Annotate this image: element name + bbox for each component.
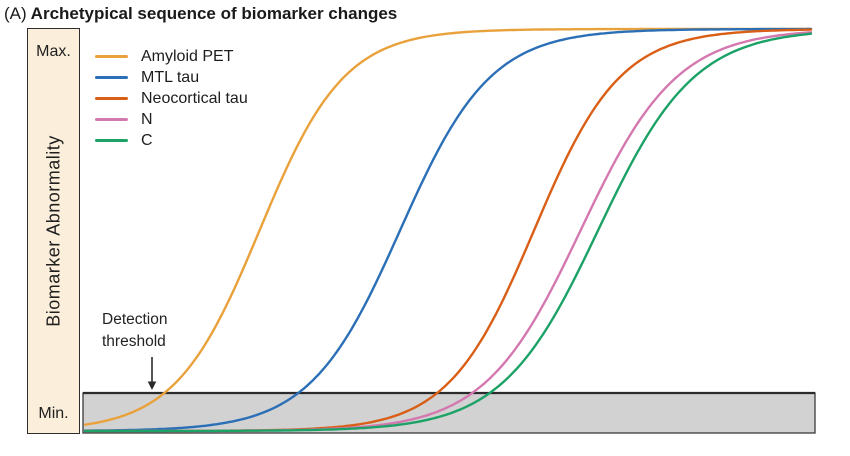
curve-c (83, 32, 813, 433)
detection-threshold-annotation: Detection threshold (102, 309, 167, 353)
y-axis-min-label: Min. (38, 405, 69, 422)
curve-mtl-tau (83, 27, 813, 432)
legend-label-mtl-tau: MTL tau (141, 69, 200, 86)
arrow-head (147, 381, 157, 390)
threshold-arrow (147, 357, 157, 390)
figure-title: (A) Archetypical sequence of biomarker ch… (4, 4, 397, 24)
biomarker-curves (83, 27, 813, 433)
legend-item-mtl-tau: MTL tau (95, 67, 248, 88)
y-axis-bar: Max. Biomarker Abnormality Min. (27, 28, 80, 434)
legend-item-n: N (95, 109, 248, 130)
legend-swatch-n (95, 118, 128, 121)
annotation-line-1: Detection (102, 311, 168, 328)
legend-swatch-neocortical-tau (95, 97, 128, 100)
legend-label-c: C (141, 132, 153, 149)
legend-label-neocortical-tau: Neocortical tau (141, 90, 248, 107)
legend-item-amyloid-pet: Amyloid PET (95, 46, 248, 67)
legend-swatch-mtl-tau (95, 76, 128, 79)
y-axis-max-label: Max. (36, 43, 71, 60)
legend: Amyloid PET MTL tau Neocortical tau N C (95, 46, 248, 151)
legend-label-amyloid-pet: Amyloid PET (141, 48, 234, 65)
panel-letter: (A) (4, 4, 27, 23)
legend-item-c: C (95, 130, 248, 151)
legend-item-neocortical-tau: Neocortical tau (95, 88, 248, 109)
annotation-line-2: threshold (102, 333, 166, 350)
legend-swatch-amyloid-pet (95, 55, 128, 58)
legend-label-n: N (141, 111, 153, 128)
legend-swatch-c (95, 139, 128, 142)
title-text: Archetypical sequence of biomarker chang… (30, 4, 398, 23)
